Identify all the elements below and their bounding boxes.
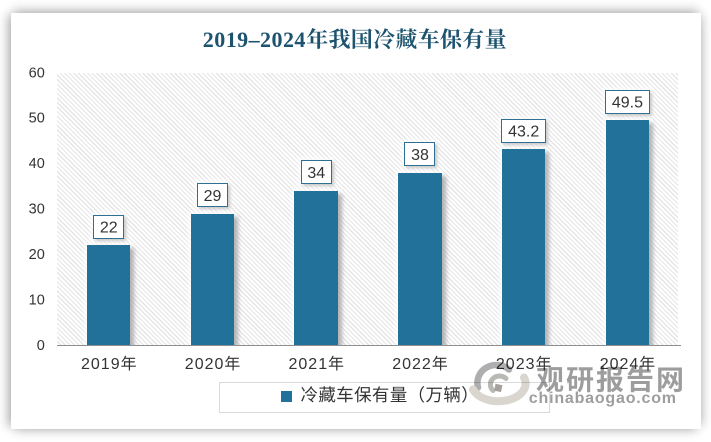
svg-text:38: 38 bbox=[411, 147, 429, 164]
svg-text:50: 50 bbox=[29, 111, 45, 127]
svg-text:chinabaogao.com: chinabaogao.com bbox=[529, 390, 677, 407]
svg-text:2020: 2020 bbox=[185, 356, 225, 373]
svg-text:30: 30 bbox=[29, 202, 45, 218]
svg-text:0: 0 bbox=[37, 338, 45, 354]
svg-text:22: 22 bbox=[100, 220, 118, 237]
svg-text:2019–2024: 2019–2024 bbox=[203, 27, 306, 52]
svg-text:34: 34 bbox=[307, 165, 325, 182]
svg-text:2021: 2021 bbox=[289, 356, 329, 373]
svg-text:29: 29 bbox=[204, 188, 222, 205]
svg-text:20: 20 bbox=[29, 247, 45, 263]
svg-text:49.5: 49.5 bbox=[612, 95, 643, 112]
svg-text:43.2: 43.2 bbox=[508, 123, 539, 140]
svg-text:40: 40 bbox=[29, 156, 45, 172]
svg-text:2022: 2022 bbox=[392, 356, 432, 373]
svg-text:60: 60 bbox=[29, 65, 45, 81]
svg-text:10: 10 bbox=[29, 293, 45, 309]
svg-text:2019: 2019 bbox=[81, 356, 121, 373]
